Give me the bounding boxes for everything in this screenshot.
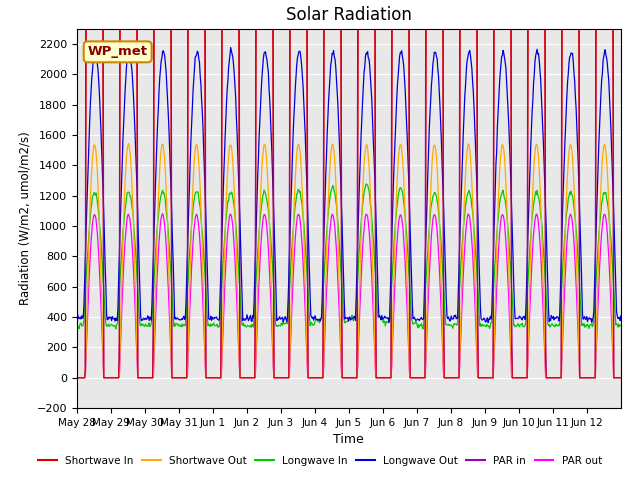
Shortwave In xyxy=(285,375,292,381)
Line: PAR in: PAR in xyxy=(77,0,621,378)
PAR out xyxy=(264,244,272,250)
PAR in xyxy=(406,184,413,190)
PAR out xyxy=(237,375,245,381)
Legend: Shortwave In, Shortwave Out, Longwave In, Longwave Out, PAR in, PAR out: Shortwave In, Shortwave Out, Longwave In… xyxy=(34,452,606,470)
PAR in xyxy=(285,375,292,381)
Line: Longwave Out: Longwave Out xyxy=(77,48,621,323)
Longwave Out xyxy=(285,272,292,277)
PAR out xyxy=(73,375,81,381)
Longwave Out xyxy=(137,312,145,318)
Longwave Out xyxy=(227,45,234,50)
Longwave In xyxy=(362,181,370,187)
PAR in xyxy=(617,375,625,381)
Shortwave In xyxy=(237,375,245,381)
Longwave Out xyxy=(617,313,625,319)
Longwave In xyxy=(419,326,427,332)
Longwave In xyxy=(617,322,625,328)
Longwave In xyxy=(437,234,445,240)
Longwave In xyxy=(406,277,413,283)
Line: Longwave In: Longwave In xyxy=(77,184,621,329)
Line: Shortwave Out: Shortwave Out xyxy=(77,144,621,378)
Longwave In xyxy=(137,323,145,329)
Shortwave Out xyxy=(436,236,444,242)
Shortwave Out xyxy=(237,375,245,381)
PAR out xyxy=(406,369,413,375)
Longwave Out xyxy=(237,264,245,270)
Text: WP_met: WP_met xyxy=(88,45,148,59)
Longwave Out xyxy=(406,203,413,209)
Line: Shortwave In: Shortwave In xyxy=(77,0,621,378)
PAR out xyxy=(617,375,625,381)
Longwave Out xyxy=(484,320,492,325)
PAR out xyxy=(137,375,145,381)
Shortwave In xyxy=(406,289,413,295)
Shortwave In xyxy=(138,375,145,381)
Shortwave Out xyxy=(138,375,145,381)
PAR out xyxy=(159,211,166,216)
Shortwave Out xyxy=(73,375,81,381)
PAR out xyxy=(285,375,292,381)
Title: Solar Radiation: Solar Radiation xyxy=(286,6,412,24)
PAR out xyxy=(436,278,444,284)
PAR in xyxy=(137,375,145,381)
PAR in xyxy=(237,375,245,381)
Longwave In xyxy=(237,302,244,308)
Longwave Out xyxy=(436,102,444,108)
Shortwave Out xyxy=(617,375,625,381)
Longwave In xyxy=(284,311,292,317)
Line: PAR out: PAR out xyxy=(77,214,621,378)
X-axis label: Time: Time xyxy=(333,433,364,446)
Shortwave In xyxy=(73,375,81,381)
Shortwave Out xyxy=(285,375,292,381)
PAR in xyxy=(73,375,81,381)
Shortwave In xyxy=(617,375,625,381)
Longwave In xyxy=(264,203,271,208)
Shortwave Out xyxy=(406,367,413,372)
Longwave Out xyxy=(264,69,272,74)
Longwave Out xyxy=(73,312,81,318)
Shortwave Out xyxy=(125,141,132,146)
Shortwave Out xyxy=(264,189,272,195)
Y-axis label: Radiation (W/m2, umol/m2/s): Radiation (W/m2, umol/m2/s) xyxy=(18,132,31,305)
Longwave In xyxy=(73,322,81,327)
